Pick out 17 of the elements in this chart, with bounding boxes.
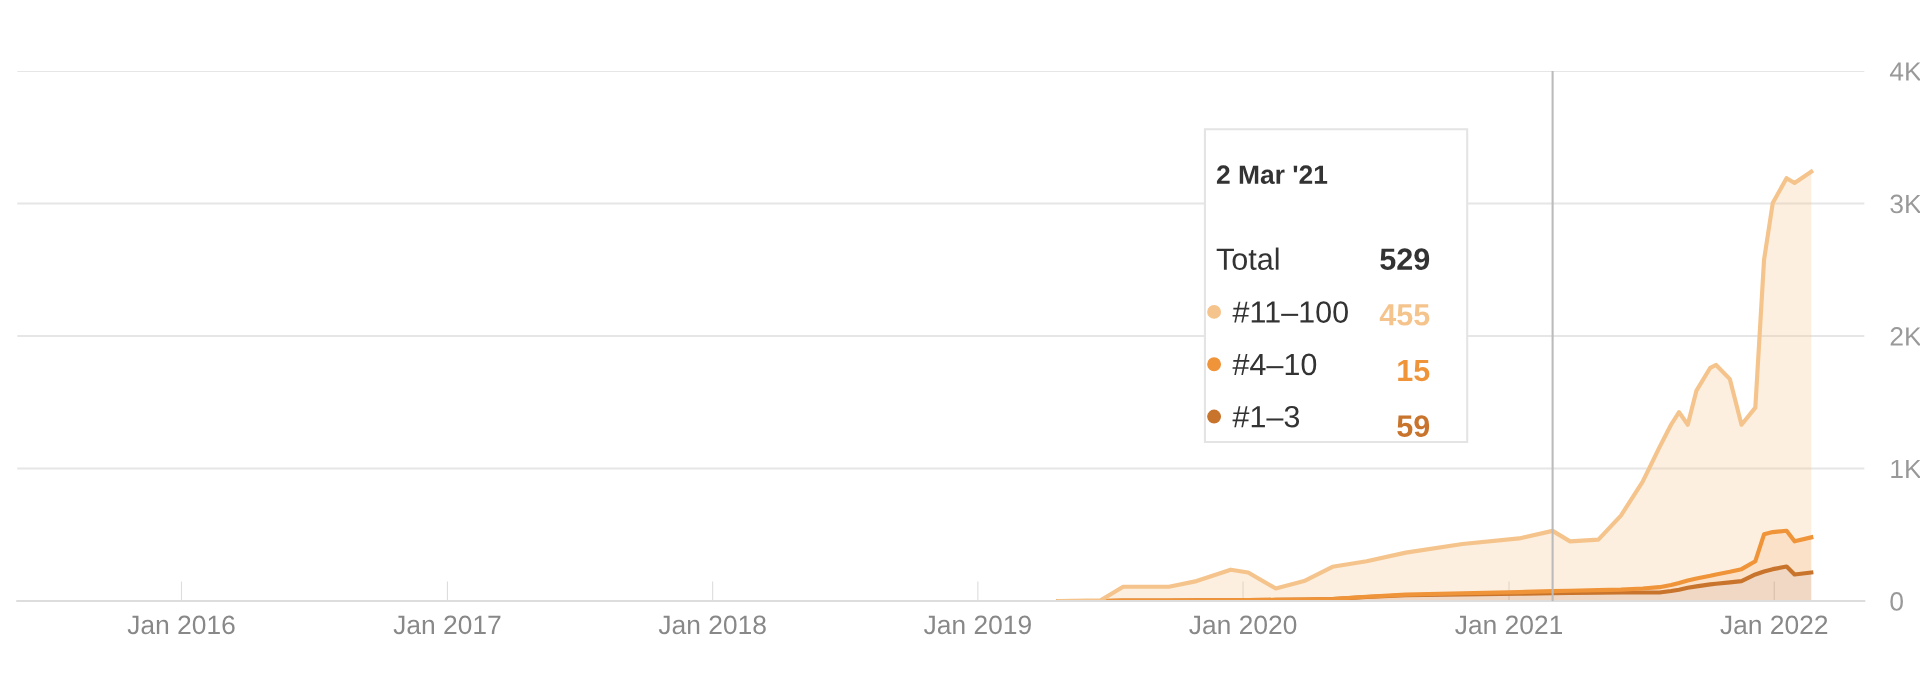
annotation: 2 Mar '21 (1216, 165, 1328, 185)
annotation: 15 (1398, 359, 1430, 382)
y-tick-label: 0 (1890, 592, 1903, 611)
x-tick-label: Jan 2020 (1189, 615, 1297, 635)
annotation: 59 (1397, 415, 1430, 437)
annotation: 455 (1379, 304, 1430, 326)
x-tick-label: Jan 2018 (658, 615, 766, 635)
x-tick-label: Jan 2022 (1720, 615, 1828, 635)
x-tick-label: Jan 2016 (127, 615, 235, 635)
legend-label: #4–10 (1232, 353, 1317, 376)
legend-label: #1–3 (1232, 405, 1300, 428)
x-tick-label: Jan 2021 (1455, 615, 1563, 635)
annotation: Total (1216, 247, 1279, 270)
legend-label: #11–100 (1232, 301, 1348, 323)
x-tick-label: Jan 2019 (923, 615, 1031, 635)
x-tick-label: Jan 2017 (393, 615, 501, 635)
annotation: 529 (1380, 248, 1430, 270)
